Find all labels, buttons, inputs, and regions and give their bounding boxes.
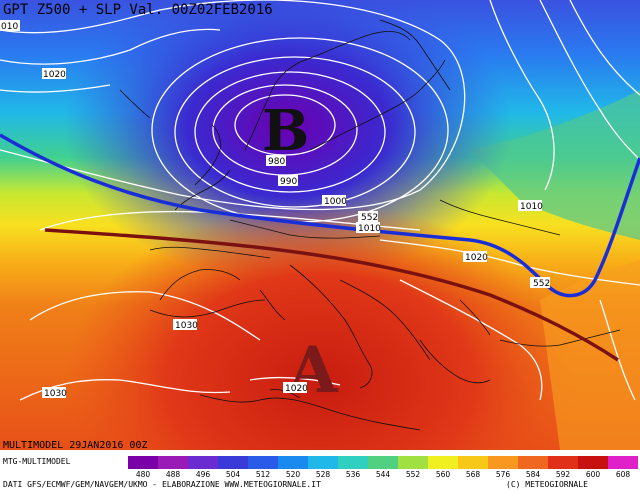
scale-label: 568 bbox=[465, 470, 481, 479]
isobar-label-990: 990 bbox=[280, 177, 297, 187]
coastlines bbox=[119, 19, 621, 431]
scale-cell bbox=[608, 456, 638, 469]
scale-label: 488 bbox=[165, 470, 181, 479]
scale-cell bbox=[368, 456, 398, 469]
scale-cell bbox=[428, 456, 458, 469]
scale-cell bbox=[398, 456, 428, 469]
scale-label: 520 bbox=[285, 470, 301, 479]
isobar-label-980: 980 bbox=[268, 157, 285, 167]
isobar-label-1000: 1000 bbox=[324, 197, 347, 207]
scale-label: 584 bbox=[525, 470, 541, 479]
scale-cell bbox=[488, 456, 518, 469]
scale-cell bbox=[218, 456, 248, 469]
scale-label: 504 bbox=[225, 470, 241, 479]
isobar-label-1010-east: 1010 bbox=[520, 202, 543, 212]
isobar-label-1020-north: 1020 bbox=[43, 70, 66, 80]
color-scale-labels: 480 488 496 504 512 520 528 536 544 552 560 568 576 5… bbox=[128, 470, 638, 480]
map-title: GPT Z500 + SLP Val. 00Z02FEB2016 bbox=[3, 2, 273, 18]
scale-label: 560 bbox=[435, 470, 451, 479]
scale-cell bbox=[338, 456, 368, 469]
scale-label: 528 bbox=[315, 470, 331, 479]
ridge-line bbox=[44, 228, 619, 362]
scale-label: 552 bbox=[405, 470, 421, 479]
copyright: (C) METEOGIORNALE bbox=[506, 480, 588, 489]
isobar-labels: 010 1020 980 990 1000 1010 1020 1030 103… bbox=[0, 20, 550, 399]
scale-label: 576 bbox=[495, 470, 511, 479]
scale-cell bbox=[578, 456, 608, 469]
scale-cell bbox=[248, 456, 278, 469]
color-scale bbox=[128, 456, 638, 469]
scale-cell bbox=[518, 456, 548, 469]
scale-label: 512 bbox=[255, 470, 271, 479]
isobar-label-1030-south: 1030 bbox=[44, 389, 67, 399]
scale-cell bbox=[128, 456, 158, 469]
scale-cell bbox=[458, 456, 488, 469]
scale-label: 544 bbox=[375, 470, 391, 479]
scale-label: 600 bbox=[585, 470, 601, 479]
trough-line bbox=[0, 133, 640, 298]
scale-label: 536 bbox=[345, 470, 361, 479]
height-label-552-center: 552 bbox=[361, 213, 378, 223]
scale-label: 496 bbox=[195, 470, 211, 479]
east-orange-field bbox=[540, 260, 640, 450]
isobar-label-010: 010 bbox=[1, 22, 18, 32]
scale-label: 592 bbox=[555, 470, 571, 479]
weather-map: B A 010 1020 980 990 1000 1010 1020 1030… bbox=[0, 0, 640, 450]
scale-cell bbox=[158, 456, 188, 469]
model-name: MTG-MULTIMODEL bbox=[3, 457, 71, 466]
scale-label: 608 bbox=[615, 470, 631, 479]
scale-cell bbox=[308, 456, 338, 469]
run-info: MULTIMODEL 29JAN2016 00Z bbox=[3, 440, 148, 451]
height-label-552-east: 552 bbox=[533, 279, 550, 289]
isobar-label-1010-center: 1010 bbox=[358, 224, 381, 234]
low-pressure-letter: B bbox=[262, 98, 309, 164]
scale-cell bbox=[278, 456, 308, 469]
scale-label: 480 bbox=[135, 470, 151, 479]
isobar-label-1020-center: 1020 bbox=[465, 253, 488, 263]
isobar-label-1020-south: 1020 bbox=[285, 384, 308, 394]
data-source: DATI GFS/ECMWF/GEM/NAVGEM/UKMO - ELABORA… bbox=[3, 480, 321, 489]
isobar-label-1030-west: 1030 bbox=[175, 321, 198, 331]
scale-cell bbox=[548, 456, 578, 469]
scale-cell bbox=[188, 456, 218, 469]
high-pressure-letter: A bbox=[287, 333, 339, 408]
